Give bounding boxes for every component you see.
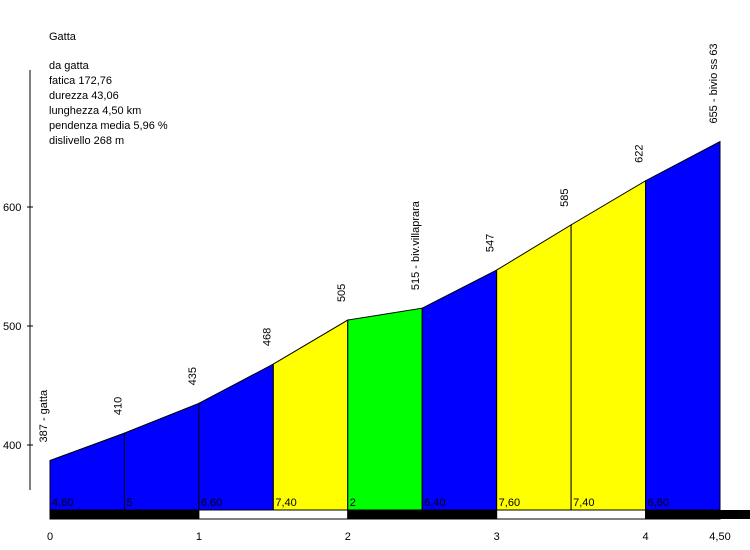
elevation-label-3: 468 [261, 328, 273, 346]
info-elevation-gain: dislivello 268 m [49, 135, 125, 147]
info-avg-gradient: pendenza media 5,96 % [49, 120, 168, 132]
info-length: lunghezza 4,50 km [49, 105, 142, 117]
gradient-segment-3 [272, 319, 349, 511]
gradient-segment-8 [645, 140, 721, 511]
km-bar-4 [645, 509, 721, 520]
gradient-label-1: 5 [126, 497, 132, 509]
km-bar-end [720, 510, 750, 519]
gradient-segment-7 [570, 179, 647, 511]
info-start: da gatta [49, 60, 89, 72]
km-bar-1 [198, 509, 349, 520]
info-effort: fatica 172,76 [49, 75, 112, 87]
km-bar-3 [496, 509, 647, 520]
km-bar-0 [49, 509, 200, 520]
x-tick-label-2: 2 [345, 531, 351, 543]
elevation-label-8: 622 [634, 144, 646, 162]
y-tick-label-0: 400 [3, 440, 21, 452]
gradient-label-7: 7,40 [573, 497, 594, 509]
elevation-label-1: 410 [112, 397, 124, 415]
elevation-label-5: 515 - biv.villaprara [410, 200, 422, 290]
x-tick-label-0: 0 [47, 531, 53, 543]
y-tick-label-1: 500 [3, 321, 21, 333]
info-hardness: durezza 43,06 [49, 90, 119, 102]
gradient-segment-6 [496, 223, 572, 511]
x-tick-label-1: 1 [196, 531, 202, 543]
climb-info: da gatta fatica 172,76 durezza 43,06 lun… [49, 59, 168, 149]
gradient-segment-1 [123, 402, 200, 511]
elevation-label-7: 585 [559, 188, 571, 206]
gradient-segment-2 [198, 363, 274, 511]
y-tick-label-2: 600 [3, 202, 21, 214]
elevation-label-6: 547 [485, 234, 497, 252]
x-tick-label-4: 4 [642, 531, 648, 543]
gradient-label-2: 6,60 [201, 497, 222, 509]
km-bar-2 [347, 509, 498, 520]
gradient-label-4: 2 [350, 497, 356, 509]
gradient-label-8: 6,60 [648, 497, 669, 509]
gradient-label-3: 7,40 [275, 497, 296, 509]
gradient-label-0: 4,60 [52, 497, 73, 509]
x-tick-label-5: 4,50 [709, 531, 730, 543]
elevation-label-0: 387 - gatta [38, 389, 50, 442]
chart-title: Gatta [49, 31, 76, 43]
elevation-label-2: 435 [187, 367, 199, 385]
gradient-segment-5 [421, 269, 498, 511]
x-tick-label-3: 3 [494, 531, 500, 543]
gradient-label-5: 6,40 [424, 497, 445, 509]
gradient-label-6: 7,60 [499, 497, 520, 509]
elevation-label-4: 505 [336, 284, 348, 302]
elevation-label-9: 655 - bivio ss 63 [708, 43, 720, 123]
gradient-segment-4 [347, 307, 423, 511]
